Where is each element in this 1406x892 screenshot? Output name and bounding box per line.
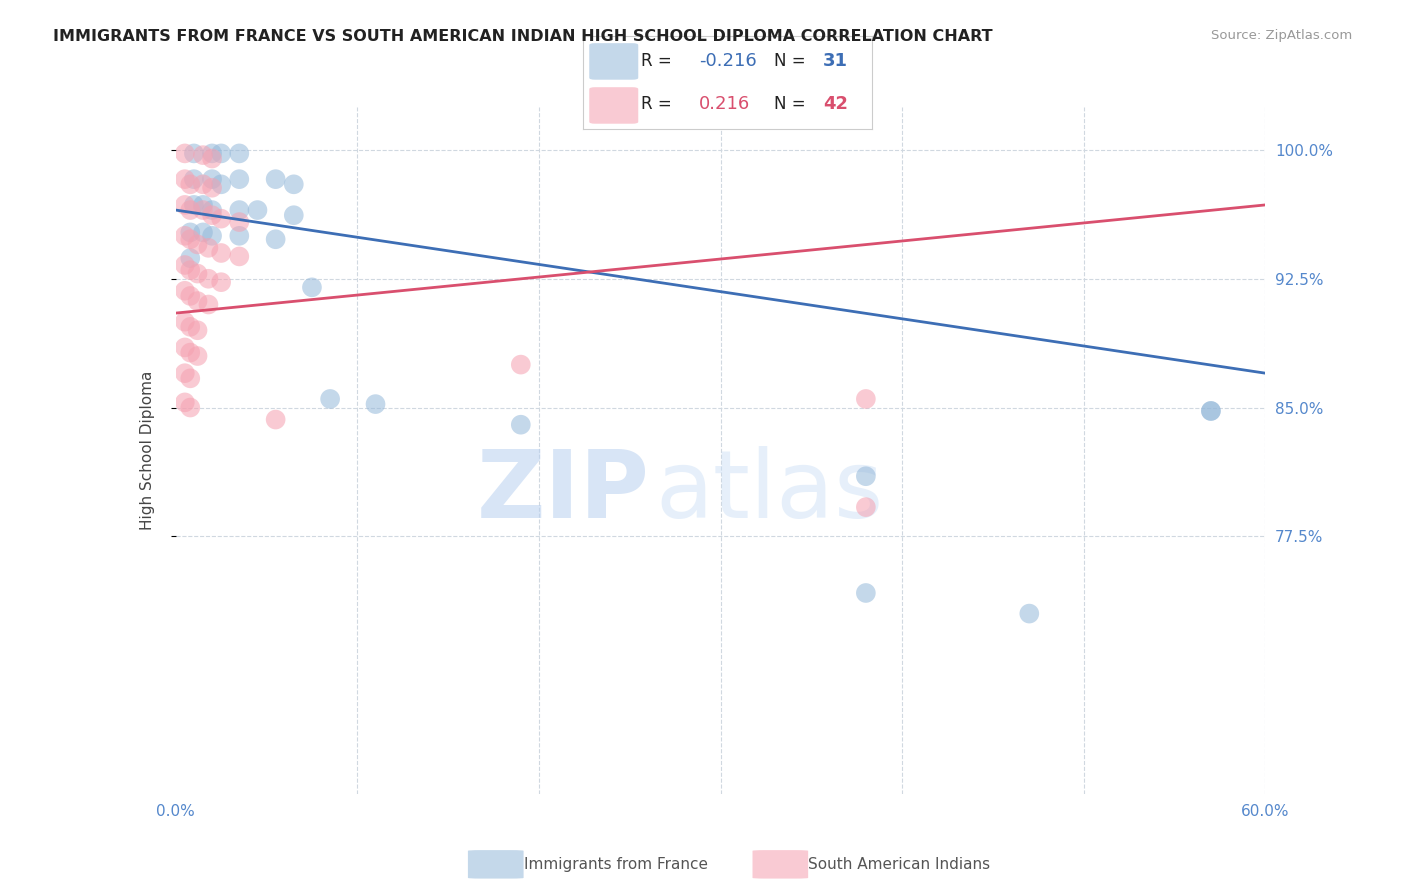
Point — [173, 228, 195, 243]
Point — [179, 232, 201, 246]
Point — [264, 232, 287, 246]
Text: N =: N = — [773, 95, 811, 112]
Point — [173, 315, 195, 329]
Point — [173, 366, 195, 380]
Point — [179, 251, 201, 265]
Point — [179, 226, 201, 240]
Point — [186, 349, 209, 363]
Point — [209, 146, 232, 161]
Point — [197, 241, 219, 255]
Point — [209, 178, 232, 192]
Point — [201, 180, 224, 194]
Point — [173, 146, 195, 161]
Point — [179, 289, 201, 303]
Point — [179, 263, 201, 277]
Point — [183, 172, 205, 186]
Point — [201, 228, 224, 243]
Point — [191, 202, 214, 217]
Point — [173, 340, 195, 354]
Point — [173, 395, 195, 409]
Point — [183, 146, 205, 161]
Text: 0.216: 0.216 — [699, 95, 749, 112]
Point — [191, 148, 214, 162]
Point — [179, 371, 201, 385]
Point — [179, 345, 201, 359]
Point — [301, 280, 323, 294]
Point — [173, 284, 195, 298]
Text: 31: 31 — [823, 53, 848, 70]
Point — [319, 392, 342, 406]
Y-axis label: High School Diploma: High School Diploma — [141, 371, 155, 530]
Point — [228, 146, 250, 161]
Point — [186, 294, 209, 309]
Text: N =: N = — [773, 53, 811, 70]
Point — [855, 392, 877, 406]
Point — [201, 146, 224, 161]
Point — [201, 152, 224, 166]
Point — [283, 208, 305, 222]
Point — [186, 237, 209, 252]
FancyBboxPatch shape — [752, 850, 808, 879]
FancyBboxPatch shape — [468, 850, 523, 879]
Point — [201, 208, 224, 222]
Text: -0.216: -0.216 — [699, 53, 756, 70]
Point — [228, 215, 250, 229]
Point — [173, 198, 195, 212]
Text: IMMIGRANTS FROM FRANCE VS SOUTH AMERICAN INDIAN HIGH SCHOOL DIPLOMA CORRELATION : IMMIGRANTS FROM FRANCE VS SOUTH AMERICAN… — [53, 29, 993, 44]
Point — [197, 297, 219, 311]
Point — [228, 228, 250, 243]
Point — [197, 271, 219, 285]
Point — [228, 202, 250, 217]
Point — [264, 412, 287, 426]
Point — [179, 178, 201, 192]
Point — [201, 172, 224, 186]
Point — [179, 202, 201, 217]
Point — [228, 172, 250, 186]
Point — [855, 500, 877, 515]
Point — [1018, 607, 1040, 621]
Point — [364, 397, 387, 411]
Text: Source: ZipAtlas.com: Source: ZipAtlas.com — [1212, 29, 1353, 42]
Point — [191, 178, 214, 192]
Point — [183, 198, 205, 212]
Point — [191, 226, 214, 240]
Point — [264, 172, 287, 186]
Point — [186, 323, 209, 337]
FancyBboxPatch shape — [589, 87, 638, 124]
Point — [1199, 404, 1222, 418]
Point — [179, 401, 201, 415]
Text: ZIP: ZIP — [477, 446, 650, 538]
Point — [173, 172, 195, 186]
Text: R =: R = — [641, 95, 682, 112]
Text: South American Indians: South American Indians — [808, 857, 990, 871]
Point — [186, 267, 209, 281]
Point — [1199, 404, 1222, 418]
Point — [509, 417, 531, 432]
Point — [283, 178, 305, 192]
Point — [509, 358, 531, 372]
Point — [855, 586, 877, 600]
Text: R =: R = — [641, 53, 678, 70]
FancyBboxPatch shape — [589, 43, 638, 79]
Text: atlas: atlas — [655, 446, 883, 538]
Point — [855, 469, 877, 483]
Point — [179, 319, 201, 334]
Text: 42: 42 — [823, 95, 848, 112]
Point — [209, 275, 232, 289]
Point — [201, 202, 224, 217]
Point — [191, 198, 214, 212]
Text: Immigrants from France: Immigrants from France — [523, 857, 707, 871]
Point — [246, 202, 269, 217]
Point — [209, 211, 232, 226]
Point — [209, 246, 232, 260]
Point — [228, 249, 250, 263]
Point — [173, 258, 195, 272]
